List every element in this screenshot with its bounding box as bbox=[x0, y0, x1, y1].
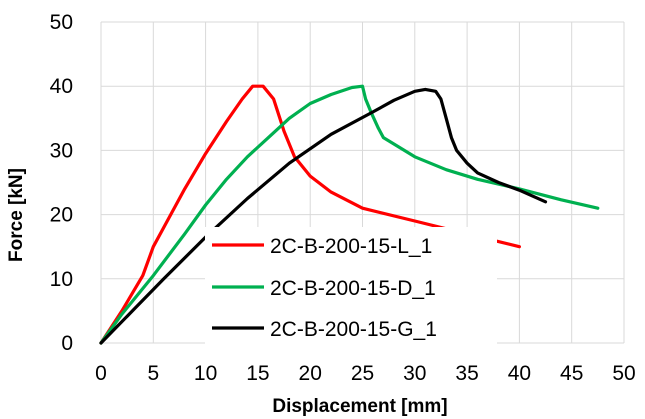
legend: 2C-B-200-15-L_1 2C-B-200-15-D_1 2C-B-200… bbox=[205, 227, 497, 349]
x-tick-label: 15 bbox=[246, 362, 269, 385]
x-tick-label: 0 bbox=[95, 362, 107, 385]
x-tick-label: 30 bbox=[403, 362, 426, 385]
y-tick-label: 40 bbox=[50, 75, 73, 98]
legend-label-d: 2C-B-200-15-D_1 bbox=[270, 277, 436, 300]
x-tick-label: 10 bbox=[194, 362, 217, 385]
x-tick-label: 35 bbox=[455, 362, 478, 385]
x-tick-label: 5 bbox=[147, 362, 159, 385]
y-tick-label: 20 bbox=[50, 204, 73, 227]
y-tick-label: 50 bbox=[50, 11, 73, 34]
legend-label-l: 2C-B-200-15-L_1 bbox=[270, 235, 432, 258]
x-tick-label: 45 bbox=[560, 362, 583, 385]
x-tick-label: 50 bbox=[612, 362, 635, 385]
x-axis-title: Displacement [mm] bbox=[272, 396, 447, 417]
y-tick-label: 0 bbox=[61, 332, 73, 355]
x-tick-labels: 0 5 10 15 20 25 30 35 40 45 50 bbox=[95, 362, 636, 385]
legend-label-g: 2C-B-200-15-G_1 bbox=[270, 318, 437, 341]
y-tick-label: 30 bbox=[50, 139, 73, 162]
y-tick-labels: 0 10 20 30 40 50 bbox=[50, 11, 73, 355]
x-tick-label: 25 bbox=[351, 362, 374, 385]
series-line-2 bbox=[99, 84, 600, 345]
y-tick-label: 10 bbox=[50, 268, 73, 291]
x-tick-label: 20 bbox=[299, 362, 322, 385]
y-axis-title: Force [kN] bbox=[6, 168, 27, 262]
series-lines bbox=[99, 84, 600, 345]
x-tick-label: 40 bbox=[508, 362, 531, 385]
series-line-3 bbox=[99, 87, 548, 345]
series-line-1 bbox=[99, 84, 521, 345]
